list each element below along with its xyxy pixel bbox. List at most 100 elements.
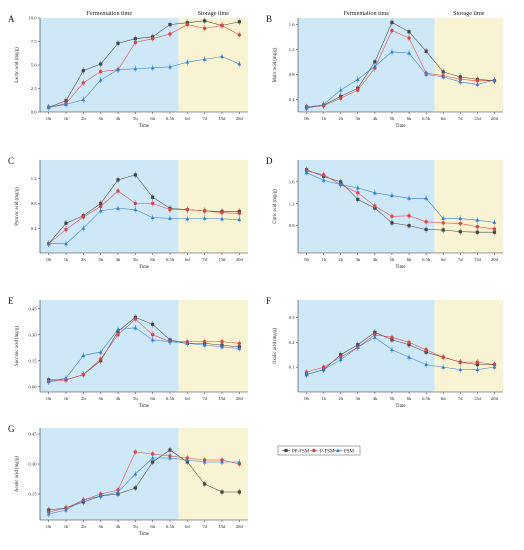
storage-region	[178, 18, 248, 112]
data-point	[150, 36, 155, 41]
y-tick-label: 0.30	[28, 462, 37, 467]
x-tick-label: 3h	[98, 524, 103, 529]
x-tick-label: 20d	[491, 396, 499, 401]
series-line	[48, 56, 240, 108]
data-point	[133, 317, 138, 321]
data-point	[441, 365, 446, 369]
data-point	[339, 96, 343, 100]
x-tick-label: 0h	[46, 524, 51, 529]
data-point	[220, 216, 224, 221]
x-tick-label: 3h	[98, 116, 103, 121]
data-point	[492, 230, 497, 234]
series-line	[306, 30, 495, 108]
y-axis-label: Pyruvic acid (mg/g)	[15, 187, 20, 226]
y-tick-label: 0.8	[289, 223, 295, 228]
y-tick-label: 0.4	[289, 97, 295, 102]
x-tick-label: 6.5h	[166, 524, 175, 529]
x-tick-label: 15d	[474, 116, 482, 121]
panel-f: F 0.1 0.2 0.3 0h 1h 2h 3h 4h 5h 6h 6.5h 6d 7d 15d 20d Ti…	[266, 296, 503, 409]
y-tick-label: 0.00	[28, 384, 37, 389]
x-tick-label: 3h	[355, 116, 360, 121]
y-tick-label: 5.0	[31, 63, 37, 68]
data-point	[390, 347, 394, 352]
x-tick-label: 15d	[219, 524, 227, 529]
legend-item: P-FSM	[310, 448, 335, 454]
data-point	[98, 208, 103, 213]
data-point	[81, 372, 86, 377]
x-tick-label: 6.5h	[422, 396, 431, 401]
y-tick-label: 1.6	[289, 22, 295, 27]
data-point	[98, 494, 103, 498]
data-point	[338, 182, 343, 187]
legend-label: PP-FSM	[292, 449, 310, 454]
data-point	[220, 339, 224, 344]
data-point	[475, 225, 480, 229]
y-tick-label: 2.5	[31, 86, 37, 91]
data-point	[355, 345, 360, 349]
data-point	[116, 490, 120, 494]
data-point	[81, 69, 85, 73]
data-point	[220, 460, 224, 464]
data-point	[168, 216, 172, 220]
data-point	[46, 379, 51, 384]
series-line	[48, 208, 240, 244]
data-point	[441, 355, 445, 359]
data-point	[356, 88, 360, 92]
series-line	[306, 336, 495, 375]
data-point	[390, 49, 394, 54]
data-point	[475, 218, 480, 222]
data-point	[372, 335, 377, 339]
x-axis-label: Time	[396, 404, 406, 409]
x-tick-label: 0h	[304, 116, 309, 121]
legend-label: P-FSM	[320, 449, 335, 454]
series-line	[306, 22, 495, 108]
panel-d: D 0.8 1.2 1.6 0h 1h 2h 3h 4h 5h 6h 6.5h 6d 7d 15d 20d Ti…	[266, 156, 503, 270]
panel-letter: E	[8, 296, 14, 306]
data-point	[407, 224, 411, 228]
data-point	[133, 173, 137, 177]
y-tick-label: 10.0	[28, 16, 37, 21]
x-tick-label: 5h	[133, 116, 138, 121]
x-tick-label: 15d	[219, 116, 227, 121]
series-fsm	[46, 324, 242, 385]
x-tick-label: 6h	[407, 116, 412, 121]
x-tick-label: 5h	[133, 524, 138, 529]
y-tick-label: 0.3	[289, 315, 295, 320]
x-tick-label: 7d	[458, 116, 463, 121]
data-point	[116, 178, 120, 182]
data-point	[202, 26, 207, 31]
data-point	[81, 215, 86, 219]
data-point	[133, 207, 138, 212]
data-point	[321, 173, 326, 177]
data-point	[441, 216, 446, 221]
data-point	[116, 189, 120, 193]
x-tick-label: 6.5h	[422, 257, 431, 262]
x-tick-label: 3h	[355, 396, 360, 401]
series-line	[306, 334, 495, 373]
data-point	[237, 460, 242, 464]
data-point	[116, 327, 120, 332]
y-axis-label: Succinic acid (mg/g)	[15, 326, 20, 366]
x-tick-label: 0h	[304, 257, 309, 262]
x-tick-label: 15d	[219, 396, 227, 401]
storage-region	[178, 428, 248, 520]
region-label-fermentation: Fermentation time	[344, 10, 390, 17]
panel-letter: B	[266, 14, 272, 24]
x-tick-label: 7d	[202, 396, 207, 401]
x-tick-label: 4h	[373, 257, 378, 262]
data-point	[458, 360, 462, 364]
series-fsm	[304, 48, 497, 112]
data-point	[133, 201, 138, 206]
data-point	[372, 190, 377, 195]
x-tick-label: 4h	[116, 396, 121, 401]
panel-e: E 0.00 0.15 0.30 0.45 0h 1h 2h 3h 4h 5h 6h 6.5h 6d 7d 1…	[8, 296, 248, 409]
data-point	[98, 69, 103, 74]
data-point	[321, 178, 326, 182]
data-point	[202, 57, 207, 61]
data-point	[407, 196, 411, 200]
legend-item: FSM	[334, 448, 355, 454]
data-point	[150, 333, 155, 337]
panel-c: C 0.4 0.8 1.2 0h 1h 2h 3h 4h 5h 6h 6.5h 6d 7d 15d 20d Ti…	[8, 156, 248, 270]
x-axis-label: Time	[396, 265, 406, 270]
